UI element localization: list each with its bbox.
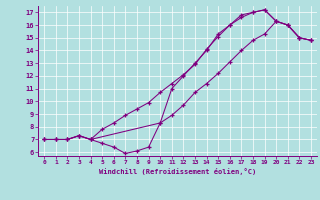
X-axis label: Windchill (Refroidissement éolien,°C): Windchill (Refroidissement éolien,°C)	[99, 168, 256, 175]
